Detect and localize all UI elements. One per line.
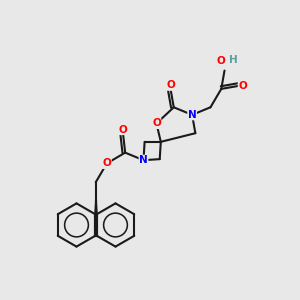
Text: O: O — [238, 81, 247, 91]
Text: O: O — [102, 158, 111, 168]
Text: O: O — [152, 118, 161, 128]
Text: O: O — [166, 80, 175, 90]
Text: O: O — [217, 56, 225, 66]
Text: N: N — [139, 155, 148, 165]
Text: O: O — [118, 124, 127, 135]
Text: N: N — [188, 110, 197, 120]
Text: H: H — [229, 55, 237, 65]
